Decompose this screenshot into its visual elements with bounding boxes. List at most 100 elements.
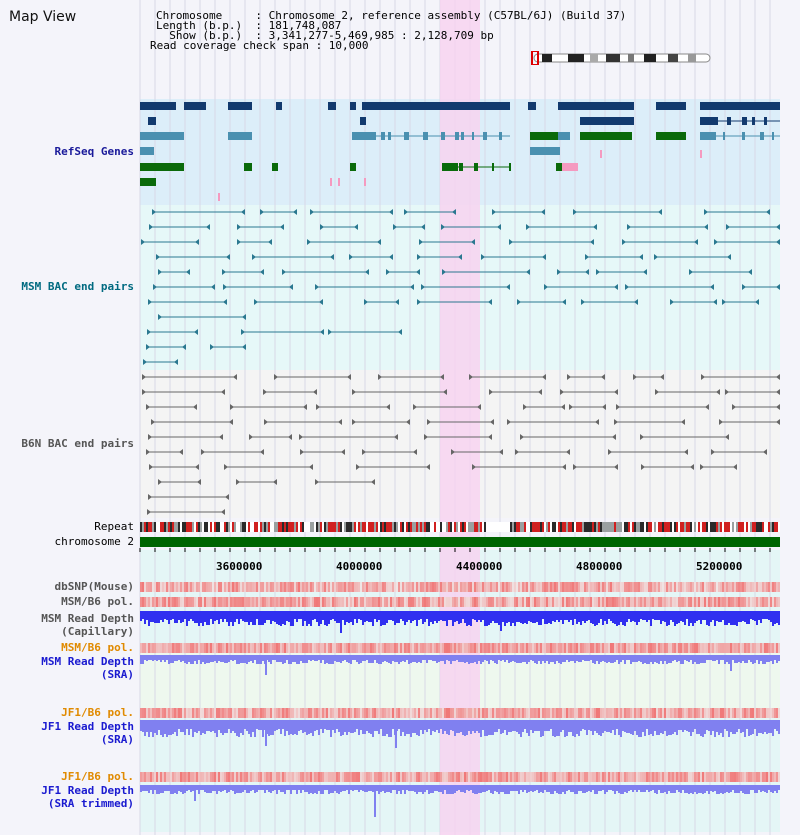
track-label-jf1-pol-1[interactable]: JF1/B6 pol. — [61, 706, 134, 719]
jf1-sra-depth — [322, 720, 324, 733]
msm-sra-depth — [240, 655, 242, 663]
jf1-trim-depth — [772, 785, 774, 793]
jf1-pol2-cell — [406, 772, 408, 782]
jf1-sra-depth — [762, 720, 764, 734]
b6n-bac-end — [142, 389, 146, 395]
jf1-pol2-cell — [322, 772, 324, 782]
msm-pol2-cell — [742, 643, 744, 653]
jf1-trim-depth — [642, 785, 644, 792]
repeat-mark — [364, 522, 366, 532]
repeat-mark — [440, 522, 442, 532]
jf1-pol2-cell — [514, 772, 516, 782]
jf1-pol2-cell — [644, 772, 646, 782]
jf1-pol-cell — [522, 708, 524, 718]
jf1-pol2-cell — [752, 772, 754, 782]
msm-pol-cell — [616, 597, 618, 607]
jf1-trim-depth — [404, 785, 406, 794]
msm-sra-depth — [692, 655, 694, 664]
jf1-pol2-cell — [224, 772, 226, 782]
track-label-dbsnp[interactable]: dbSNP(Mouse) — [54, 580, 134, 593]
msm-pol-cell — [672, 597, 674, 607]
b6n-bac-end — [413, 449, 417, 455]
jf1-sra-depth — [674, 720, 676, 732]
repeat-mark — [236, 522, 238, 532]
jf1-trim-depth — [228, 785, 230, 792]
track-label-refseq[interactable]: RefSeq Genes — [54, 145, 134, 158]
jf1-sra-depth — [590, 720, 592, 731]
track-label-msm-depth-cap-1[interactable]: MSM Read Depth — [41, 612, 134, 625]
jf1-trim-depth — [172, 785, 174, 794]
b6n-bac-end — [472, 464, 476, 470]
jf1-trim-depth — [162, 785, 164, 793]
msm-pol2-cell — [298, 643, 300, 653]
repeat-mark — [570, 522, 572, 532]
repeat-mark — [668, 522, 670, 532]
msm-capillary-depth — [694, 611, 696, 623]
msm-pol-cell — [268, 597, 270, 607]
track-label-msm-pol-1[interactable]: MSM/B6 pol. — [61, 595, 134, 608]
msm-pol-cell — [496, 597, 498, 607]
msm-sra-depth — [432, 655, 434, 661]
msm-bac-end — [492, 209, 496, 215]
jf1-pol-cell — [140, 708, 142, 718]
msm-pol-cell — [414, 597, 416, 607]
jf1-pol2-cell — [736, 772, 738, 782]
jf1-trim-depth — [320, 785, 322, 794]
dbsnp-cell — [618, 582, 620, 592]
jf1-sra-depth — [684, 720, 686, 730]
track-label-msm-bac[interactable]: MSM BAC end pairs — [21, 280, 134, 293]
repeat-mark — [190, 522, 192, 532]
track-label-b6n-bac[interactable]: B6N BAC end pairs — [21, 437, 134, 450]
msm-sra-depth — [728, 655, 730, 664]
msm-bac-end — [330, 254, 334, 260]
msm-sra-depth — [228, 655, 230, 662]
msm-capillary-depth — [318, 611, 320, 626]
jf1-sra-depth — [362, 720, 364, 734]
repeat-mark — [244, 522, 246, 532]
jf1-pol2-cell — [262, 772, 264, 782]
jf1-sra-depth — [682, 720, 684, 732]
repeat-mark — [394, 522, 396, 532]
jf1-trim-depth — [428, 785, 430, 794]
jf1-trim-depth — [738, 785, 740, 793]
msm-pol-cell — [618, 597, 620, 607]
msm-pol2-cell — [512, 643, 514, 653]
jf1-trim-depth — [356, 785, 358, 790]
jf1-pol-cell — [148, 708, 150, 718]
jf1-trim-depth — [568, 785, 570, 790]
msm-sra-depth — [332, 655, 334, 664]
track-label-chromosome[interactable]: chromosome 2 — [54, 535, 134, 548]
track-label-jf1-pol-2[interactable]: JF1/B6 pol. — [61, 770, 134, 783]
jf1-trim-depth — [288, 785, 290, 790]
b6n-bac-end — [561, 404, 565, 410]
msm-pol2-cell — [710, 643, 712, 653]
track-label-jf1-depth-sra-1[interactable]: JF1 Read Depth — [41, 720, 134, 733]
jf1-sra-depth — [368, 720, 370, 733]
dbsnp-cell — [728, 582, 730, 592]
track-label-msm-pol-2[interactable]: MSM/B6 pol. — [61, 641, 134, 654]
msm-capillary-depth — [732, 611, 734, 625]
chromosome-ideogram[interactable] — [528, 51, 714, 65]
dbsnp-cell — [478, 582, 480, 592]
msm-pol2-cell — [558, 643, 560, 653]
jf1-trim-depth — [462, 785, 464, 792]
track-label-repeat[interactable]: Repeat — [94, 520, 134, 533]
jf1-pol2-cell — [628, 772, 630, 782]
jf1-sra-depth — [654, 720, 656, 731]
msm-pol2-cell — [694, 643, 696, 653]
dbsnp-cell — [752, 582, 754, 592]
jf1-pol-cell — [162, 708, 164, 718]
jf1-pol-cell — [668, 708, 670, 718]
repeat-mark — [156, 522, 158, 532]
msm-pol-cell — [774, 597, 776, 607]
msm-sra-depth — [688, 655, 690, 662]
jf1-trim-depth-spike — [374, 785, 376, 817]
track-label-jf1-depth-trim-1[interactable]: JF1 Read Depth — [41, 784, 134, 797]
jf1-sra-depth — [392, 720, 394, 729]
dbsnp-cell — [626, 582, 628, 592]
msm-sra-depth — [306, 655, 308, 663]
msm-pol2-cell — [224, 643, 226, 653]
track-label-msm-depth-sra-1[interactable]: MSM Read Depth — [41, 655, 134, 668]
jf1-sra-depth — [218, 720, 220, 730]
